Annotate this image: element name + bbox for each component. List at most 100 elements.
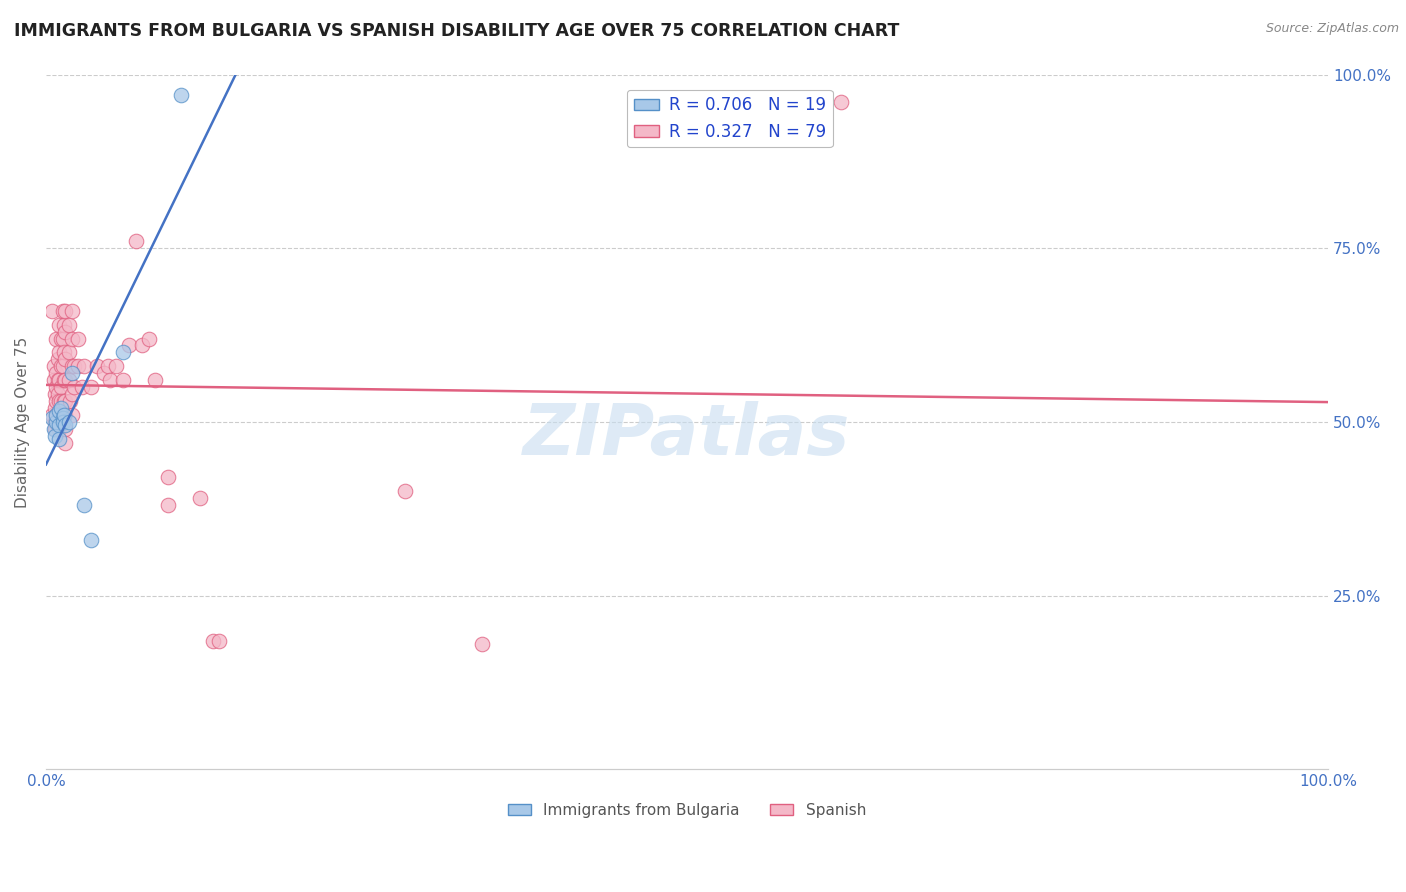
Point	[41, 408, 63, 422]
Point	[156, 470, 179, 484]
Point	[66, 332, 89, 346]
Point	[58, 373, 80, 387]
Text: IMMIGRANTS FROM BULGARIA VS SPANISH DISABILITY AGE OVER 75 CORRELATION CHART: IMMIGRANTS FROM BULGARIA VS SPANISH DISA…	[14, 22, 900, 40]
Point	[45, 380, 67, 394]
Point	[48, 404, 70, 418]
Legend: Immigrants from Bulgaria, Spanish: Immigrants from Bulgaria, Spanish	[502, 797, 872, 824]
Point	[48, 345, 70, 359]
Point	[156, 498, 179, 512]
Point	[73, 498, 96, 512]
Point	[52, 415, 75, 429]
Point	[48, 318, 70, 332]
Point	[52, 373, 75, 387]
Point	[52, 345, 75, 359]
Point	[51, 401, 73, 415]
Text: Source: ZipAtlas.com: Source: ZipAtlas.com	[1265, 22, 1399, 36]
Point	[188, 491, 211, 506]
Point	[52, 303, 75, 318]
Point	[60, 387, 83, 401]
Point	[53, 418, 76, 433]
Point	[131, 338, 153, 352]
Point	[45, 408, 67, 422]
Point	[41, 303, 63, 318]
Point	[46, 373, 69, 387]
Point	[63, 359, 86, 374]
Point	[53, 394, 76, 409]
Point	[42, 359, 65, 374]
Point	[471, 637, 494, 651]
Point	[80, 380, 103, 394]
Point	[41, 411, 63, 425]
Point	[208, 633, 231, 648]
Point	[52, 332, 75, 346]
Point	[42, 373, 65, 387]
Point	[830, 95, 852, 110]
Point	[48, 432, 70, 446]
Point	[48, 422, 70, 436]
Point	[45, 394, 67, 409]
Point	[51, 359, 73, 374]
Point	[80, 533, 103, 547]
Point	[86, 359, 108, 374]
Point	[44, 422, 66, 436]
Point	[52, 359, 75, 374]
Point	[48, 418, 70, 433]
Point	[51, 332, 73, 346]
Point	[60, 332, 83, 346]
Point	[70, 380, 93, 394]
Point	[45, 408, 67, 422]
Text: ZIPatlas: ZIPatlas	[523, 401, 851, 470]
Point	[45, 332, 67, 346]
Point	[46, 352, 69, 367]
Point	[143, 373, 166, 387]
Point	[52, 318, 75, 332]
Point	[48, 373, 70, 387]
Point	[201, 633, 224, 648]
Point	[58, 415, 80, 429]
Point	[53, 303, 76, 318]
Point	[48, 408, 70, 422]
Point	[46, 387, 69, 401]
Point	[45, 415, 67, 429]
Point	[96, 359, 118, 374]
Point	[51, 394, 73, 409]
Point	[66, 359, 89, 374]
Point	[60, 303, 83, 318]
Point	[44, 429, 66, 443]
Point	[53, 435, 76, 450]
Point	[93, 366, 115, 380]
Point	[105, 359, 128, 374]
Point	[53, 422, 76, 436]
Point	[98, 373, 121, 387]
Point	[169, 88, 191, 103]
Point	[44, 387, 66, 401]
Point	[118, 338, 141, 352]
Point	[394, 484, 416, 499]
Point	[52, 394, 75, 409]
Point	[42, 422, 65, 436]
Point	[60, 359, 83, 374]
Point	[138, 332, 160, 346]
Point	[111, 345, 134, 359]
Point	[45, 366, 67, 380]
Point	[44, 415, 66, 429]
Y-axis label: Disability Age Over 75: Disability Age Over 75	[15, 336, 30, 508]
Point	[60, 408, 83, 422]
Point	[52, 408, 75, 422]
Point	[73, 359, 96, 374]
Point	[53, 408, 76, 422]
Point	[59, 394, 82, 409]
Point	[44, 401, 66, 415]
Point	[48, 394, 70, 409]
Point	[53, 325, 76, 339]
Point	[60, 366, 83, 380]
Point	[125, 234, 148, 248]
Point	[52, 408, 75, 422]
Point	[53, 373, 76, 387]
Point	[58, 318, 80, 332]
Point	[51, 380, 73, 394]
Point	[53, 352, 76, 367]
Point	[111, 373, 134, 387]
Point	[58, 345, 80, 359]
Point	[52, 411, 75, 425]
